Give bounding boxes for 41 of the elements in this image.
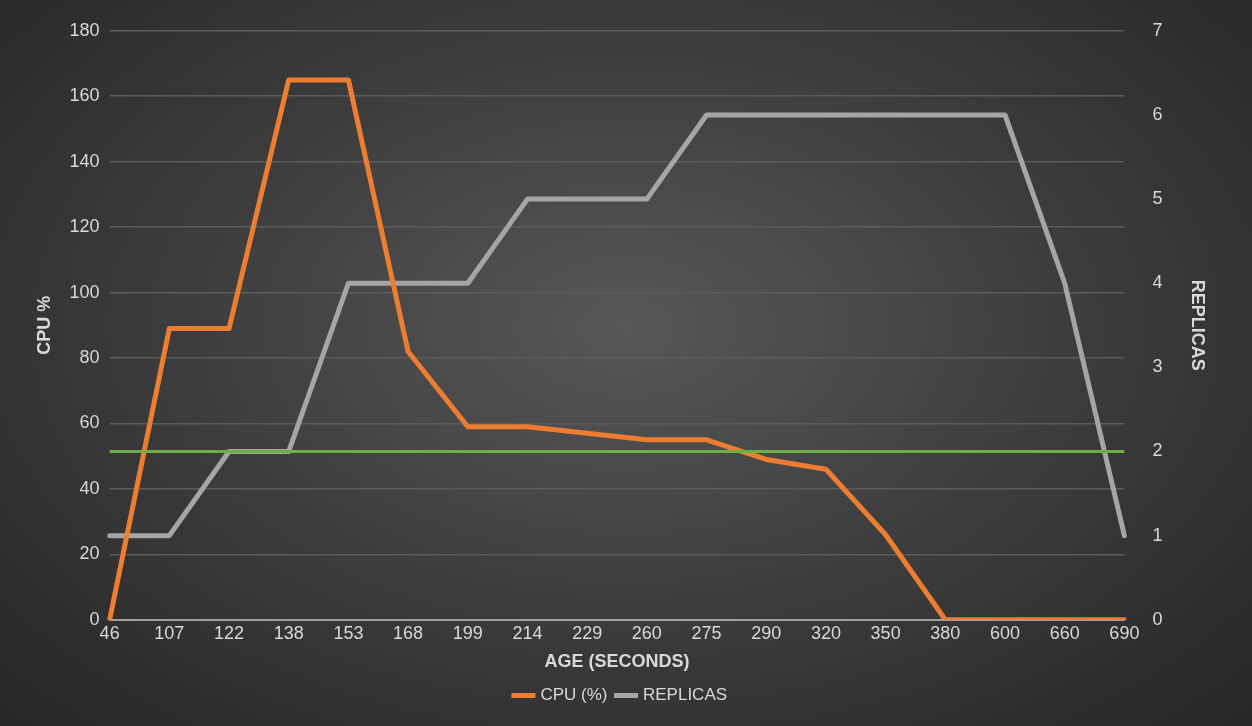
y-tick-label: 60: [79, 412, 100, 433]
y-tick-label: 80: [79, 346, 100, 367]
x-tick-label: 290: [751, 622, 782, 643]
y2-tick-label: 1: [1152, 524, 1163, 545]
x-tick-label: 46: [99, 622, 120, 643]
y2-tick-label: 3: [1152, 356, 1163, 377]
y-tick-label: 140: [69, 150, 100, 171]
y-tick-label: 160: [69, 85, 100, 106]
x-tick-label: 199: [452, 622, 483, 643]
x-tick-label: 168: [393, 622, 424, 643]
x-tick-label: 122: [213, 622, 245, 643]
x-tick-label: 214: [512, 622, 543, 643]
x-axis-title: AGE (SECONDS): [544, 651, 690, 672]
y2-tick-label: 2: [1152, 440, 1163, 461]
x-tick-label: 260: [631, 622, 662, 643]
y2-tick-label: 6: [1152, 103, 1163, 124]
y2-tick-label: 5: [1152, 188, 1163, 209]
x-tick-label: 275: [691, 622, 722, 643]
y2-axis-title: REPLICAS: [1188, 279, 1209, 371]
legend-label: REPLICAS: [642, 685, 728, 705]
y-tick-label: 40: [79, 477, 100, 498]
x-tick-label: 660: [1049, 622, 1080, 643]
y2-tick-label: 0: [1152, 608, 1163, 629]
x-tick-label: 320: [810, 622, 841, 643]
x-tick-label: 153: [333, 622, 364, 643]
y-tick-label: 180: [69, 19, 100, 40]
x-tick-label: 229: [572, 622, 603, 643]
x-tick-label: 380: [930, 622, 961, 643]
y-tick-label: 0: [89, 608, 100, 629]
y2-tick-label: 4: [1152, 272, 1163, 293]
y-tick-label: 120: [69, 216, 100, 237]
x-tick-label: 107: [154, 622, 185, 643]
y-tick-label: 20: [79, 543, 100, 564]
y2-tick-label: 7: [1152, 19, 1163, 40]
y-tick-label: 100: [69, 281, 100, 302]
x-tick-label: 350: [870, 622, 901, 643]
x-tick-label: 690: [1109, 622, 1140, 643]
legend-label: CPU (%): [540, 685, 608, 705]
x-tick-label: 138: [273, 622, 304, 643]
x-tick-label: 600: [989, 622, 1021, 643]
y-axis-title: CPU %: [33, 295, 54, 355]
